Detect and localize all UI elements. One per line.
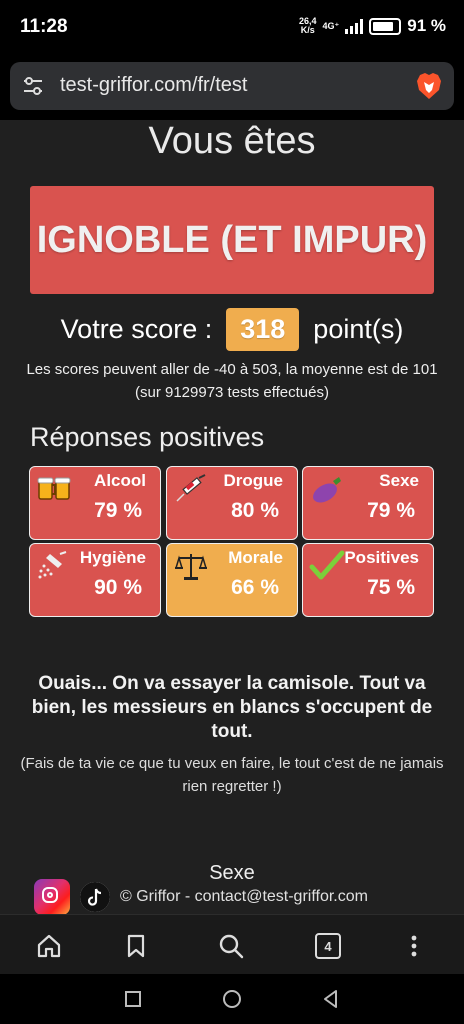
more-menu-button[interactable] — [397, 929, 431, 963]
url-text[interactable]: test-griffor.com/fr/test — [60, 74, 248, 96]
chart-heading: Sexe — [209, 862, 255, 884]
tile-label: Morale — [228, 548, 283, 567]
checkmark-icon — [309, 550, 345, 580]
signal-icon — [345, 18, 364, 34]
network-type: 4G⁺ — [322, 20, 340, 31]
recents-icon[interactable] — [122, 988, 144, 1010]
bookmark-button[interactable] — [119, 929, 153, 963]
beer-icon — [37, 477, 71, 500]
tile-value: 66 % — [231, 576, 279, 599]
home-button[interactable] — [32, 929, 66, 963]
verdict-text: Ouais... On va essayer la camisole. Tout… — [31, 673, 433, 742]
tile-positives: Positives 75 % — [302, 543, 434, 617]
tile-value: 75 % — [367, 576, 415, 599]
address-bar[interactable]: test-griffor.com/fr/test — [10, 62, 454, 110]
tabs-button[interactable]: 4 — [311, 929, 345, 963]
tile-morale: Morale 66 % — [166, 543, 298, 617]
tab-count: 4 — [324, 938, 332, 954]
score-prefix: Votre score : — [60, 314, 213, 344]
tile-label: Alcool — [94, 471, 146, 490]
browser-toolbar: test-griffor.com/fr/test — [0, 56, 464, 120]
tile-drogue: Drogue 80 % — [166, 466, 298, 540]
instagram-icon[interactable] — [34, 879, 70, 914]
battery-icon — [369, 17, 402, 35]
footer: © Griffor - contact@test-griffor.com — [34, 878, 368, 914]
home-circle-icon[interactable] — [221, 988, 243, 1010]
tile-alcool: Alcool 79 % — [29, 466, 161, 540]
search-icon — [219, 934, 244, 959]
tile-label: Drogue — [223, 471, 284, 490]
tiktok-icon[interactable] — [80, 882, 110, 912]
eggplant-icon — [313, 477, 341, 503]
tile-label: Sexe — [379, 471, 419, 490]
system-navigation — [0, 974, 464, 1024]
score-suffix: point(s) — [313, 314, 404, 344]
result-label-box: IGNOBLE (ET IMPUR) — [30, 186, 434, 294]
battery-level: 91 % — [407, 16, 446, 35]
tile-hygiene: Hygiène 90 % — [29, 543, 161, 617]
scales-icon — [174, 554, 208, 580]
tile-sexe: Sexe 79 % — [302, 466, 434, 540]
advice-text: (Fais de ta vie ce que tu veux en faire,… — [20, 755, 444, 795]
tile-label: Hygiène — [79, 548, 146, 567]
page-content: Vous êtes IGNOBLE (ET IMPUR) Votre score… — [0, 120, 464, 914]
back-icon[interactable] — [320, 988, 342, 1010]
score-note: Les scores peuvent aller de -40 à 503, l… — [26, 361, 438, 401]
shower-icon — [38, 551, 67, 579]
tabs-icon: 4 — [315, 933, 341, 959]
status-icons: 26,4 K/s 4G⁺ 91 % — [299, 16, 446, 36]
more-icon — [411, 935, 417, 957]
footer-text[interactable]: © Griffor - contact@test-griffor.com — [120, 888, 368, 905]
status-bar: 11:28 26,4 K/s 4G⁺ 91 % — [0, 0, 464, 56]
brave-icon[interactable] — [416, 72, 442, 100]
score-value-badge: 318 — [226, 308, 300, 351]
browser-bottom-bar: 4 — [0, 914, 464, 975]
home-icon — [37, 934, 61, 958]
result-label: IGNOBLE (ET IMPUR) — [36, 219, 428, 261]
search-button[interactable] — [214, 929, 248, 963]
syringe-icon — [176, 474, 206, 502]
tile-value: 90 % — [94, 576, 142, 599]
clock: 11:28 — [20, 16, 68, 37]
tile-value: 80 % — [231, 499, 279, 522]
network-speed: 26,4 K/s — [298, 16, 317, 35]
positives-title: Réponses positives — [30, 422, 265, 452]
tile-value: 79 % — [94, 499, 142, 522]
tune-icon[interactable] — [22, 76, 44, 96]
tile-label: Positives — [344, 548, 419, 567]
score-line: Votre score : 318 point(s) — [0, 308, 464, 351]
tile-value: 79 % — [367, 499, 415, 522]
bookmark-icon — [127, 934, 145, 958]
result-intro: Vous êtes — [148, 120, 316, 162]
